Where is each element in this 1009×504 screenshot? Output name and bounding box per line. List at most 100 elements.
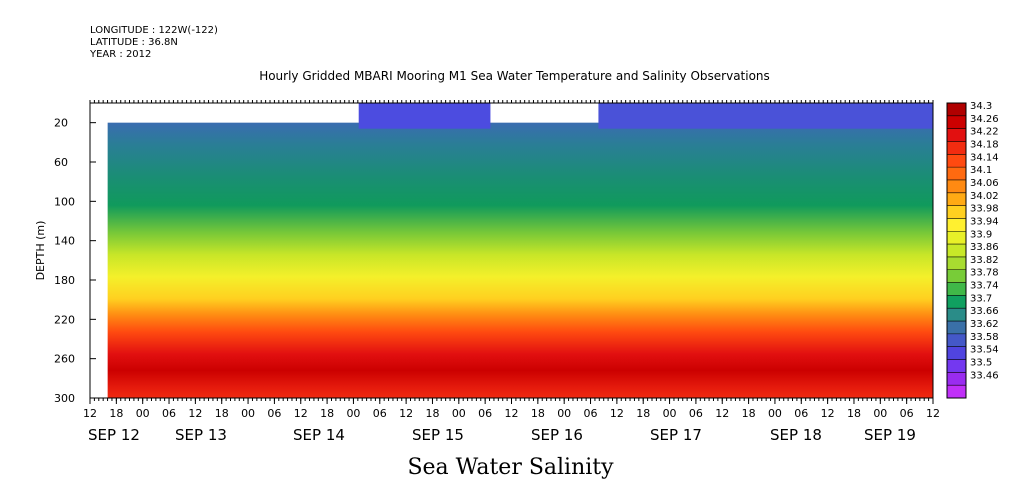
x-tick-label: 00 bbox=[873, 407, 887, 420]
colorbar-label: 33.7 bbox=[970, 293, 992, 304]
x-tick-label: 00 bbox=[557, 407, 571, 420]
colorbar-label: 33.98 bbox=[970, 204, 999, 215]
colorbar-label: 34.06 bbox=[970, 178, 999, 189]
x-day-label: SEP 13 bbox=[175, 426, 227, 444]
x-tick-label: 12 bbox=[715, 407, 729, 420]
y-tick-label: 100 bbox=[54, 195, 75, 208]
x-tick-label: 12 bbox=[188, 407, 202, 420]
colorbar-swatch bbox=[947, 269, 966, 284]
y-tick-label: 140 bbox=[54, 235, 75, 248]
colorbar-label: 33.74 bbox=[970, 281, 999, 292]
colorbar-swatch bbox=[947, 321, 966, 335]
longitude-label: LONGITUDE : 122W(-122) bbox=[90, 25, 218, 36]
x-day-label: SEP 12 bbox=[88, 426, 140, 444]
x-day-label: SEP 17 bbox=[650, 426, 702, 444]
colorbar-swatch bbox=[947, 167, 966, 181]
colorbar-label: 33.9 bbox=[970, 229, 992, 240]
colorbar-label: 33.54 bbox=[970, 345, 999, 356]
x-tick-label: 12 bbox=[821, 407, 835, 420]
colorbar-label: 34.14 bbox=[970, 152, 999, 163]
colorbar-swatch bbox=[947, 372, 966, 386]
x-tick-label: 00 bbox=[663, 407, 677, 420]
colorbar-frame bbox=[946, 102, 967, 399]
latitude-label: LATITUDE : 36.8N bbox=[90, 37, 178, 48]
x-day-label: SEP 16 bbox=[531, 426, 583, 444]
x-tick-label: 18 bbox=[847, 407, 861, 420]
colorbar-swatch bbox=[947, 282, 966, 296]
colorbar-swatch bbox=[947, 308, 966, 322]
surface-data-patch bbox=[358, 103, 491, 129]
x-tick-label: 18 bbox=[531, 407, 545, 420]
x-tick-label: 12 bbox=[610, 407, 624, 420]
colorbar-swatch bbox=[947, 115, 966, 130]
x-tick-label: 00 bbox=[452, 407, 466, 420]
colorbar-label: 33.78 bbox=[970, 268, 999, 279]
colorbar-swatch bbox=[947, 231, 966, 245]
chart-title: Hourly Gridded MBARI Mooring M1 Sea Wate… bbox=[259, 69, 770, 83]
y-tick-label: 20 bbox=[54, 117, 68, 130]
colorbar-label: 34.02 bbox=[970, 191, 999, 202]
y-tick-label: 260 bbox=[54, 353, 75, 366]
x-tick-label: 12 bbox=[926, 407, 940, 420]
surface-data-patch bbox=[598, 103, 933, 129]
colorbar-swatch bbox=[947, 295, 966, 309]
colorbar-swatch bbox=[947, 346, 966, 361]
x-tick-label: 18 bbox=[425, 407, 439, 420]
x-tick-label: 06 bbox=[267, 407, 281, 420]
x-tick-label: 12 bbox=[294, 407, 308, 420]
colorbar-label: 33.5 bbox=[970, 358, 992, 369]
y-tick-label: 300 bbox=[54, 392, 75, 405]
colorbar-label: 33.82 bbox=[970, 255, 999, 266]
x-tick-label: 06 bbox=[584, 407, 598, 420]
x-tick-label: 12 bbox=[83, 407, 97, 420]
x-tick-label: 12 bbox=[505, 407, 519, 420]
x-tick-label: 06 bbox=[689, 407, 703, 420]
colorbar-label: 34.18 bbox=[970, 139, 999, 150]
x-tick-label: 06 bbox=[373, 407, 387, 420]
x-tick-label: 06 bbox=[478, 407, 492, 420]
colorbar-swatch bbox=[947, 333, 966, 348]
colorbar-label: 33.46 bbox=[970, 370, 999, 381]
colorbar-swatch bbox=[947, 256, 966, 271]
y-axis-label: DEPTH (m) bbox=[34, 221, 47, 281]
year-label: YEAR : 2012 bbox=[90, 49, 152, 60]
colorbar-swatch bbox=[947, 103, 966, 117]
x-tick-label: 18 bbox=[215, 407, 229, 420]
colorbar-swatch bbox=[947, 244, 966, 258]
x-tick-label: 12 bbox=[399, 407, 413, 420]
x-day-label: SEP 15 bbox=[412, 426, 464, 444]
x-day-label: SEP 18 bbox=[770, 426, 822, 444]
y-tick-label: 220 bbox=[54, 313, 75, 326]
colorbar-label: 34.1 bbox=[970, 165, 992, 176]
colorbar-label: 33.66 bbox=[970, 306, 999, 317]
colorbar-swatch bbox=[947, 128, 966, 142]
x-tick-label: 06 bbox=[794, 407, 808, 420]
location-metadata: LONGITUDE : 122W(-122) LATITUDE : 36.8N … bbox=[90, 25, 218, 61]
x-tick-label: 06 bbox=[162, 407, 176, 420]
colorbar-label: 33.94 bbox=[970, 216, 999, 227]
x-tick-label: 06 bbox=[900, 407, 914, 420]
x-tick-label: 00 bbox=[346, 407, 360, 420]
colorbar-label: 33.58 bbox=[970, 332, 999, 343]
x-day-label: SEP 14 bbox=[293, 426, 345, 444]
x-tick-label: 00 bbox=[768, 407, 782, 420]
x-tick-label: 18 bbox=[320, 407, 334, 420]
colorbar-swatch bbox=[947, 141, 966, 155]
colorbar-label: 34.22 bbox=[970, 127, 999, 138]
colorbar-label: 34.26 bbox=[970, 114, 999, 125]
x-day-label: SEP 19 bbox=[864, 426, 916, 444]
colorbar-label: 34.3 bbox=[970, 101, 992, 112]
colorbar-swatch bbox=[947, 218, 966, 232]
colorbar-swatch bbox=[947, 359, 966, 373]
x-tick-label: 18 bbox=[742, 407, 756, 420]
x-tick-label: 18 bbox=[636, 407, 650, 420]
colorbar-swatch bbox=[947, 385, 966, 399]
colorbar-swatch bbox=[947, 154, 966, 168]
salinity-field bbox=[107, 122, 933, 399]
colorbar-label: 33.62 bbox=[970, 319, 999, 330]
colorbar-label: 33.86 bbox=[970, 242, 999, 253]
variable-label: Sea Water Salinity bbox=[407, 455, 614, 480]
colorbar-swatch bbox=[947, 179, 966, 194]
x-tick-label: 00 bbox=[136, 407, 150, 420]
